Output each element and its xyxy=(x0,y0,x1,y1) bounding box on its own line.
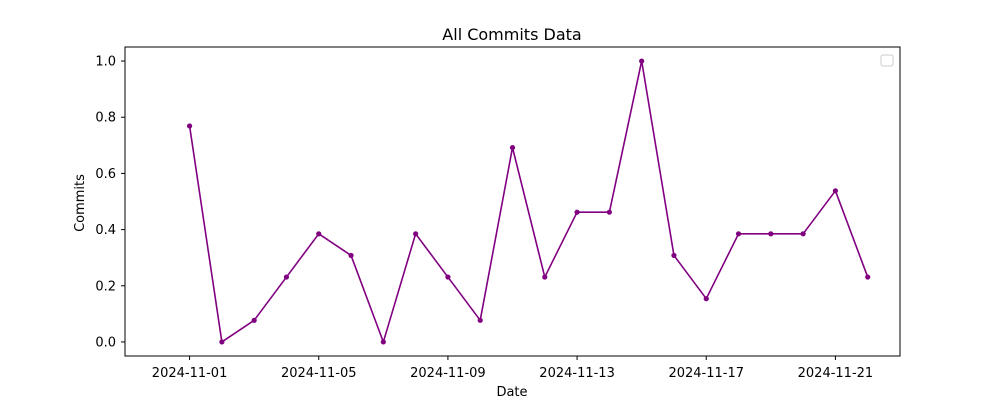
series-line xyxy=(188,60,869,343)
data-point xyxy=(283,274,290,280)
x-tick-label: 2024-11-09 xyxy=(410,366,486,381)
y-tick-label: 1.0 xyxy=(95,55,116,70)
plot-content xyxy=(186,58,871,345)
data-point xyxy=(445,274,451,280)
data-point xyxy=(413,231,419,237)
x-axis-ticks: 2024-11-01 2024-11-05 2024-11-09 2024-11-13… xyxy=(152,356,873,381)
data-point xyxy=(800,231,806,237)
x-tick-label: 2024-11-21 xyxy=(798,366,874,381)
data-point xyxy=(542,274,548,280)
data-point xyxy=(574,209,580,215)
data-point xyxy=(186,123,193,129)
y-tick-label: 0.0 xyxy=(95,335,116,350)
data-point xyxy=(380,339,386,345)
y-tick-label: 0.8 xyxy=(95,111,116,126)
y-tick-label: 0.2 xyxy=(95,279,116,294)
data-point xyxy=(639,58,645,64)
data-point xyxy=(219,339,225,345)
x-tick-label: 2024-11-17 xyxy=(668,366,744,381)
data-point xyxy=(768,231,774,237)
data-point xyxy=(509,144,516,151)
x-tick-label: 2024-11-05 xyxy=(281,366,357,381)
data-point xyxy=(316,231,322,237)
y-axis-label: Commits xyxy=(73,174,88,232)
y-tick-label: 0.6 xyxy=(95,167,116,182)
chart-title: All Commits Data xyxy=(442,25,581,44)
legend-box xyxy=(880,54,894,67)
x-tick-label: 2024-11-01 xyxy=(152,366,228,381)
y-axis-ticks: 0.0 0.2 0.4 0.6 0.8 1.0 xyxy=(95,55,125,350)
data-point xyxy=(735,231,742,237)
data-point xyxy=(671,252,677,259)
data-point xyxy=(477,317,483,323)
x-axis-label: Date xyxy=(496,385,527,400)
x-tick-label: 2024-11-13 xyxy=(539,366,615,381)
plot-frame xyxy=(124,46,901,357)
y-tick-label: 0.4 xyxy=(95,223,116,238)
data-point xyxy=(606,209,612,215)
data-point xyxy=(348,252,354,259)
data-point xyxy=(703,296,709,302)
data-point xyxy=(865,274,871,280)
data-point xyxy=(832,188,839,194)
data-point xyxy=(251,317,257,323)
